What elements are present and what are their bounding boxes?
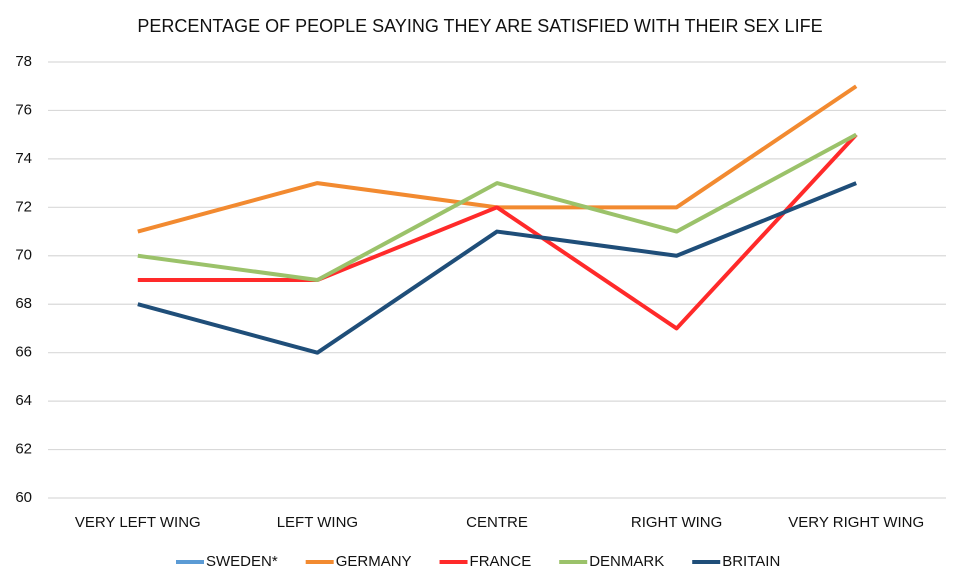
x-tick-label: CENTRE	[466, 514, 528, 531]
y-tick-label: 64	[15, 392, 32, 409]
y-tick-label: 68	[15, 295, 32, 312]
chart-title: PERCENTAGE OF PEOPLE SAYING THEY ARE SAT…	[137, 16, 822, 36]
legend-label: DENMARK	[589, 553, 664, 570]
y-tick-label: 74	[15, 150, 32, 167]
y-tick-label: 60	[15, 489, 32, 506]
legend-label: FRANCE	[470, 553, 532, 570]
series-line	[137, 132, 858, 282]
legend-label: BRITAIN	[722, 553, 780, 570]
y-tick-label: 66	[15, 344, 32, 361]
x-tick-label: VERY LEFT WING	[75, 514, 201, 531]
legend-label: SWEDEN*	[206, 553, 278, 570]
y-tick-label: 72	[15, 198, 32, 215]
x-tick-label: VERY RIGHT WING	[788, 514, 924, 531]
y-tick-label: 78	[15, 53, 32, 70]
series-line	[137, 133, 858, 331]
series-line	[137, 181, 857, 355]
y-tick-label: 70	[15, 247, 32, 264]
legend-label: GERMANY	[336, 553, 412, 570]
y-tick-label: 62	[15, 441, 32, 458]
x-tick-label: RIGHT WING	[631, 514, 722, 531]
x-tick-label: LEFT WING	[277, 514, 358, 531]
y-tick-label: 76	[15, 101, 32, 118]
